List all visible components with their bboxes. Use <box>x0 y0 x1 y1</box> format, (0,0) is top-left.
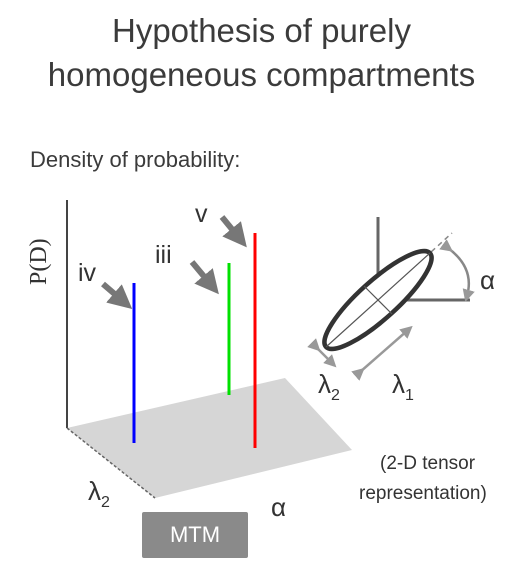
label-alpha-axis: α <box>271 492 286 522</box>
lambda2-measure-arrow <box>307 338 337 368</box>
arrow-iii <box>189 260 219 295</box>
label-lambda2-axis: λ2 <box>88 476 110 511</box>
label-v: v <box>195 200 208 228</box>
y-axis-label: P(D) <box>26 238 52 285</box>
label-lambda1-glyph: λ1 <box>392 369 414 404</box>
plane-edge-lambda2 <box>66 427 156 499</box>
arrow-iv <box>101 281 133 310</box>
label-lambda2-glyph: λ2 <box>318 369 340 404</box>
subtitle: Density of probability: <box>30 147 241 172</box>
lambda1-measure-arrow <box>351 325 413 381</box>
title-line-2: homogeneous compartments <box>47 56 476 93</box>
mtm-button[interactable]: MTM <box>142 512 248 558</box>
tensor-label-line-2: representation) <box>359 483 487 504</box>
tensor-glyph <box>307 217 475 381</box>
tensor-label-line-1: (2-D tensor <box>380 453 476 474</box>
label-alpha-glyph: α <box>480 265 495 295</box>
arrow-v <box>219 215 247 248</box>
title-line-1: Hypothesis of purely <box>112 12 411 49</box>
tensor-minor-axis <box>363 285 393 315</box>
label-iv: iv <box>78 259 97 287</box>
alpha-arc <box>439 239 475 303</box>
probability-plane <box>67 378 352 498</box>
label-iii: iii <box>155 241 172 269</box>
